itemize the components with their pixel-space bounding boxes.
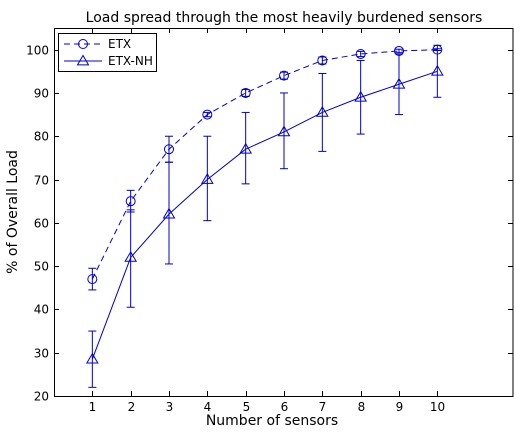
- x-tick-label: 1: [89, 400, 97, 414]
- data-point: [124, 250, 138, 262]
- y-tick-label: 80: [34, 130, 49, 144]
- data-point: [202, 109, 213, 120]
- x-tick-label: 4: [204, 400, 212, 414]
- data-point: [315, 105, 329, 117]
- y-tick-label: 30: [34, 347, 49, 361]
- data-point: [392, 77, 406, 89]
- data-point: [200, 173, 214, 184]
- x-axis: 1 2 3 4 5 6 7 8 9 10: [89, 28, 445, 414]
- series-layer: [85, 44, 444, 388]
- data-point: [162, 207, 176, 219]
- x-tick-label: 6: [281, 400, 289, 414]
- data-point: [164, 144, 174, 155]
- legend-marker: [76, 54, 90, 66]
- x-axis-title: Number of sensors: [206, 413, 338, 429]
- data-point: [355, 48, 366, 59]
- y-tick-label: 20: [34, 390, 49, 404]
- x-tick-label: 2: [128, 400, 136, 414]
- data-point: [87, 274, 98, 285]
- plot-area: [54, 28, 514, 397]
- x-tick-label: 7: [319, 400, 327, 414]
- legend-box: [58, 33, 157, 72]
- x-tick-label: 3: [166, 400, 174, 414]
- y-tick-label: 60: [34, 217, 49, 231]
- data-point: [279, 70, 289, 81]
- x-tick-label: 9: [396, 400, 404, 414]
- series-etx-nh: [85, 44, 444, 388]
- legend-marker: [78, 39, 88, 49]
- y-tick-label: 50: [34, 260, 49, 274]
- data-point: [317, 55, 328, 66]
- y-axis: 20 30 40 50 60 70 80 90 100: [26, 44, 513, 404]
- x-tick-label: 10: [430, 400, 445, 414]
- y-tick-label: 100: [26, 44, 49, 58]
- chart-title: Load spread through the most heavily bur…: [86, 10, 483, 26]
- data-point: [85, 352, 99, 364]
- y-axis-title: % of Overall Load: [5, 150, 21, 274]
- x-tick-label: 8: [358, 400, 366, 414]
- legend-label: ETX: [108, 37, 131, 51]
- data-point: [239, 142, 253, 154]
- y-tick-label: 90: [34, 87, 49, 101]
- data-point: [430, 64, 444, 76]
- data-point: [125, 196, 136, 207]
- data-point: [354, 90, 368, 102]
- data-point: [277, 125, 291, 137]
- x-tick-label: 5: [243, 400, 251, 414]
- data-point: [240, 87, 251, 98]
- series-line: [91, 70, 438, 360]
- y-tick-label: 40: [34, 303, 49, 317]
- y-tick-label: 70: [34, 174, 49, 188]
- legend: ETX ETX-NH: [58, 33, 157, 72]
- legend-label: ETX-NH: [108, 54, 153, 68]
